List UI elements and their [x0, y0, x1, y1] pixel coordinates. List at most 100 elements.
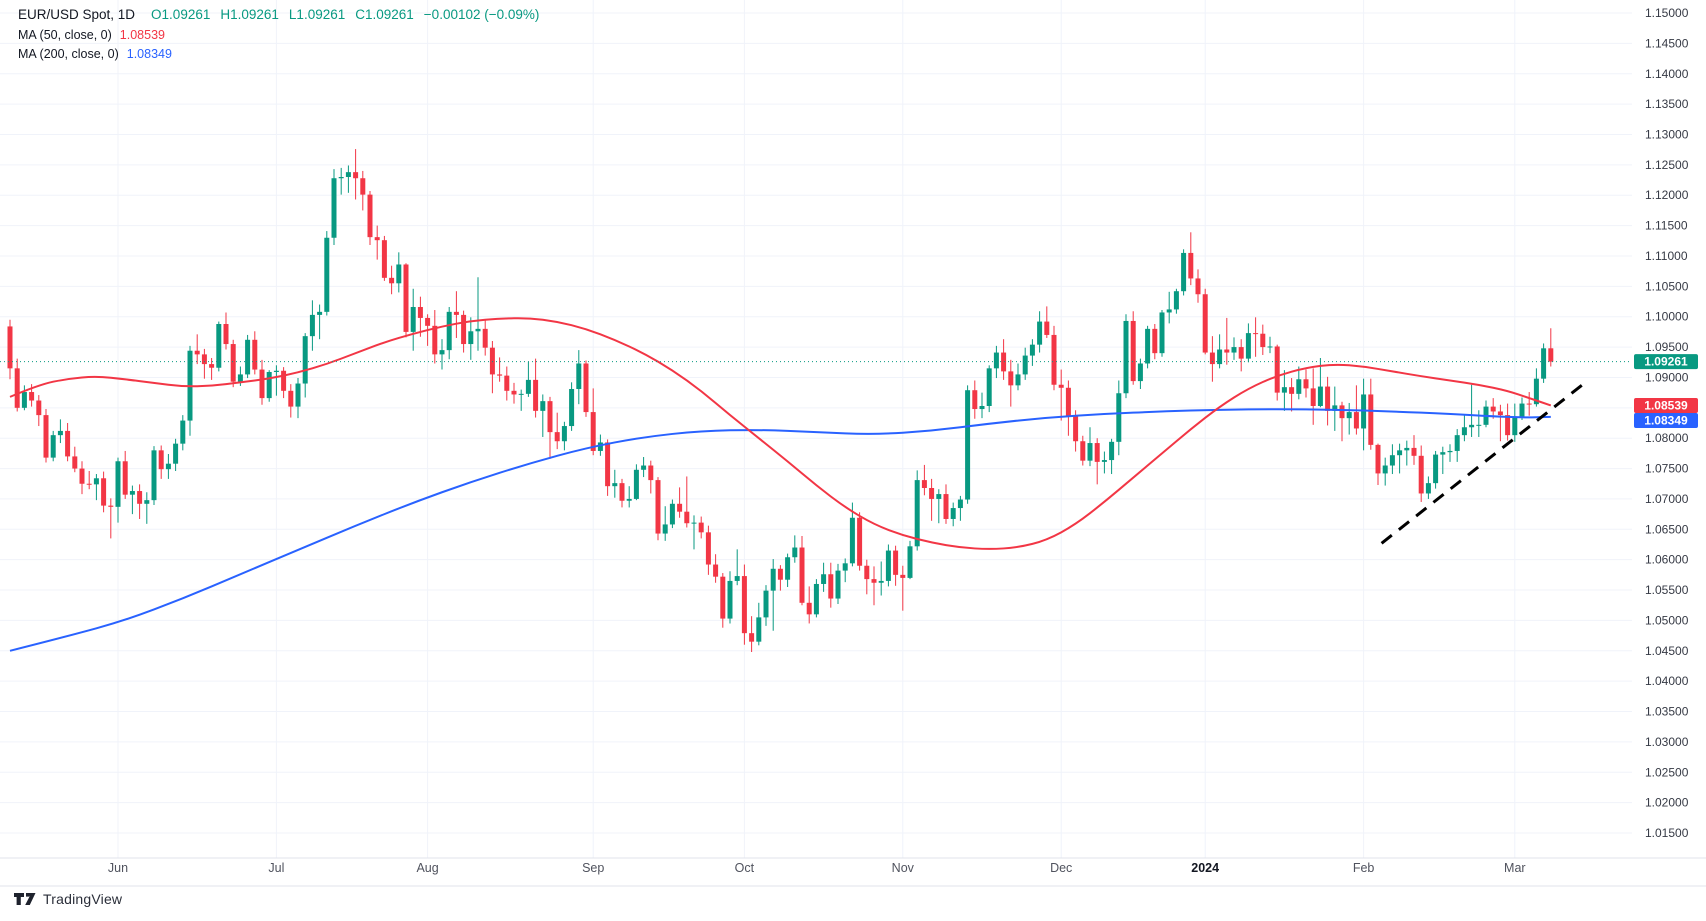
price-axis-label: 1.11500 [1645, 219, 1688, 233]
candle-body [345, 172, 351, 178]
candle-body [230, 344, 236, 382]
candle-body [914, 480, 920, 547]
candle-body [641, 465, 647, 470]
candle-body [21, 392, 27, 408]
time-axis-label[interactable]: Oct [735, 861, 755, 875]
ohlc-close: C1.09261 [355, 7, 414, 22]
candle-body [1454, 435, 1460, 451]
candle-body [1224, 349, 1230, 353]
candle-body [1490, 406, 1496, 412]
candle-body [993, 352, 999, 369]
candle-body [50, 435, 56, 458]
candle-body [1080, 441, 1086, 461]
time-axis-label[interactable]: 2024 [1191, 861, 1219, 875]
candle-body [201, 354, 207, 365]
candle-body [1433, 454, 1439, 484]
candle-body [835, 570, 841, 599]
candle-body [547, 401, 553, 433]
candle-body [14, 368, 20, 408]
candle-body [713, 564, 719, 577]
candle-body [828, 574, 834, 599]
candle-body [741, 576, 747, 634]
candle-body [1418, 455, 1424, 494]
legend-symbol-row[interactable]: EUR/USD Spot, 1D O1.09261 H1.09261 L1.09… [18, 8, 549, 22]
legend-ma50-row[interactable]: MA (50, close, 0) 1.08539 [18, 28, 549, 42]
time-axis-label[interactable]: Jul [268, 861, 284, 875]
price-axis-label: 1.09000 [1645, 370, 1689, 384]
candle-body [403, 264, 409, 332]
candle-body [1519, 403, 1525, 417]
candle-body [864, 565, 870, 580]
candle-body [1159, 312, 1165, 354]
candle-body [446, 311, 452, 351]
candle-body [7, 326, 13, 369]
candle-body [79, 468, 85, 484]
candle-body [417, 306, 423, 318]
candle-body [1382, 465, 1388, 474]
candle-body [245, 339, 251, 375]
candle-body [806, 602, 812, 615]
price-axis-label: 1.15000 [1645, 6, 1689, 20]
time-axis-label[interactable]: Nov [892, 861, 915, 875]
candle-body [1281, 387, 1287, 393]
candle-body [965, 390, 971, 500]
time-axis-label[interactable]: Feb [1353, 861, 1375, 875]
candle-body [1541, 348, 1547, 379]
price-axis-label: 1.14500 [1645, 36, 1689, 50]
tradingview-logo[interactable]: TradingView [14, 891, 122, 907]
candle-body [705, 532, 711, 565]
ma200-line[interactable] [9, 408, 1551, 652]
candle-body [900, 574, 906, 578]
candle-body [1389, 455, 1395, 466]
price-axis-label: 1.12000 [1645, 188, 1689, 202]
ohlc-open: O1.09261 [151, 7, 211, 22]
candle-body [497, 374, 503, 376]
candle-body [1497, 411, 1503, 416]
candle-body [122, 461, 128, 495]
price-axis-label: 1.01500 [1645, 826, 1689, 840]
time-axis-label[interactable]: Sep [582, 861, 604, 875]
ma50-line[interactable] [9, 317, 1552, 550]
candle-body [453, 311, 459, 315]
candle-body [691, 522, 697, 524]
candle-body [1476, 424, 1482, 426]
candle-body [727, 580, 733, 619]
ma50-badge-label: 1.08539 [1644, 398, 1688, 412]
candle-body [1447, 450, 1453, 453]
chart-legend: EUR/USD Spot, 1D O1.09261 H1.09261 L1.09… [18, 8, 549, 68]
time-axis-label[interactable]: Jun [108, 861, 128, 875]
legend-ma200-row[interactable]: MA (200, close, 0) 1.08349 [18, 48, 549, 61]
candle-body [288, 390, 294, 407]
candle-body [439, 350, 445, 355]
candle-body [367, 194, 373, 238]
ma200-axis-badge [1634, 412, 1698, 428]
candle-body [799, 547, 805, 603]
symbol-title[interactable]: EUR/USD Spot, 1D [18, 7, 136, 22]
candle-body [1253, 333, 1259, 335]
candle-body [1001, 352, 1007, 372]
candle-body [626, 498, 632, 501]
candle-body [813, 583, 819, 615]
price-axis-label: 1.05500 [1645, 583, 1689, 597]
candle-body [317, 311, 323, 315]
price-axis-label: 1.04500 [1645, 644, 1689, 658]
candle-body [1109, 441, 1115, 461]
candle-body [957, 499, 963, 509]
candle-body [237, 374, 243, 382]
candle-body [173, 443, 179, 464]
candle-body [1368, 394, 1374, 445]
candle-body [1339, 405, 1345, 419]
time-axis-label[interactable]: Mar [1504, 861, 1526, 875]
candle-body [180, 420, 186, 444]
candle-body [259, 369, 265, 399]
price-axis-label: 1.11000 [1645, 249, 1688, 263]
price-axis-label: 1.04000 [1645, 674, 1689, 688]
time-axis-label[interactable]: Dec [1050, 861, 1072, 875]
tradingview-logo-icon [14, 892, 36, 905]
time-axis-label[interactable]: Aug [416, 861, 438, 875]
candle-body [821, 574, 827, 584]
price-axis-label: 1.02500 [1645, 765, 1689, 779]
candle-body [1202, 294, 1208, 353]
candle-body [540, 401, 546, 411]
